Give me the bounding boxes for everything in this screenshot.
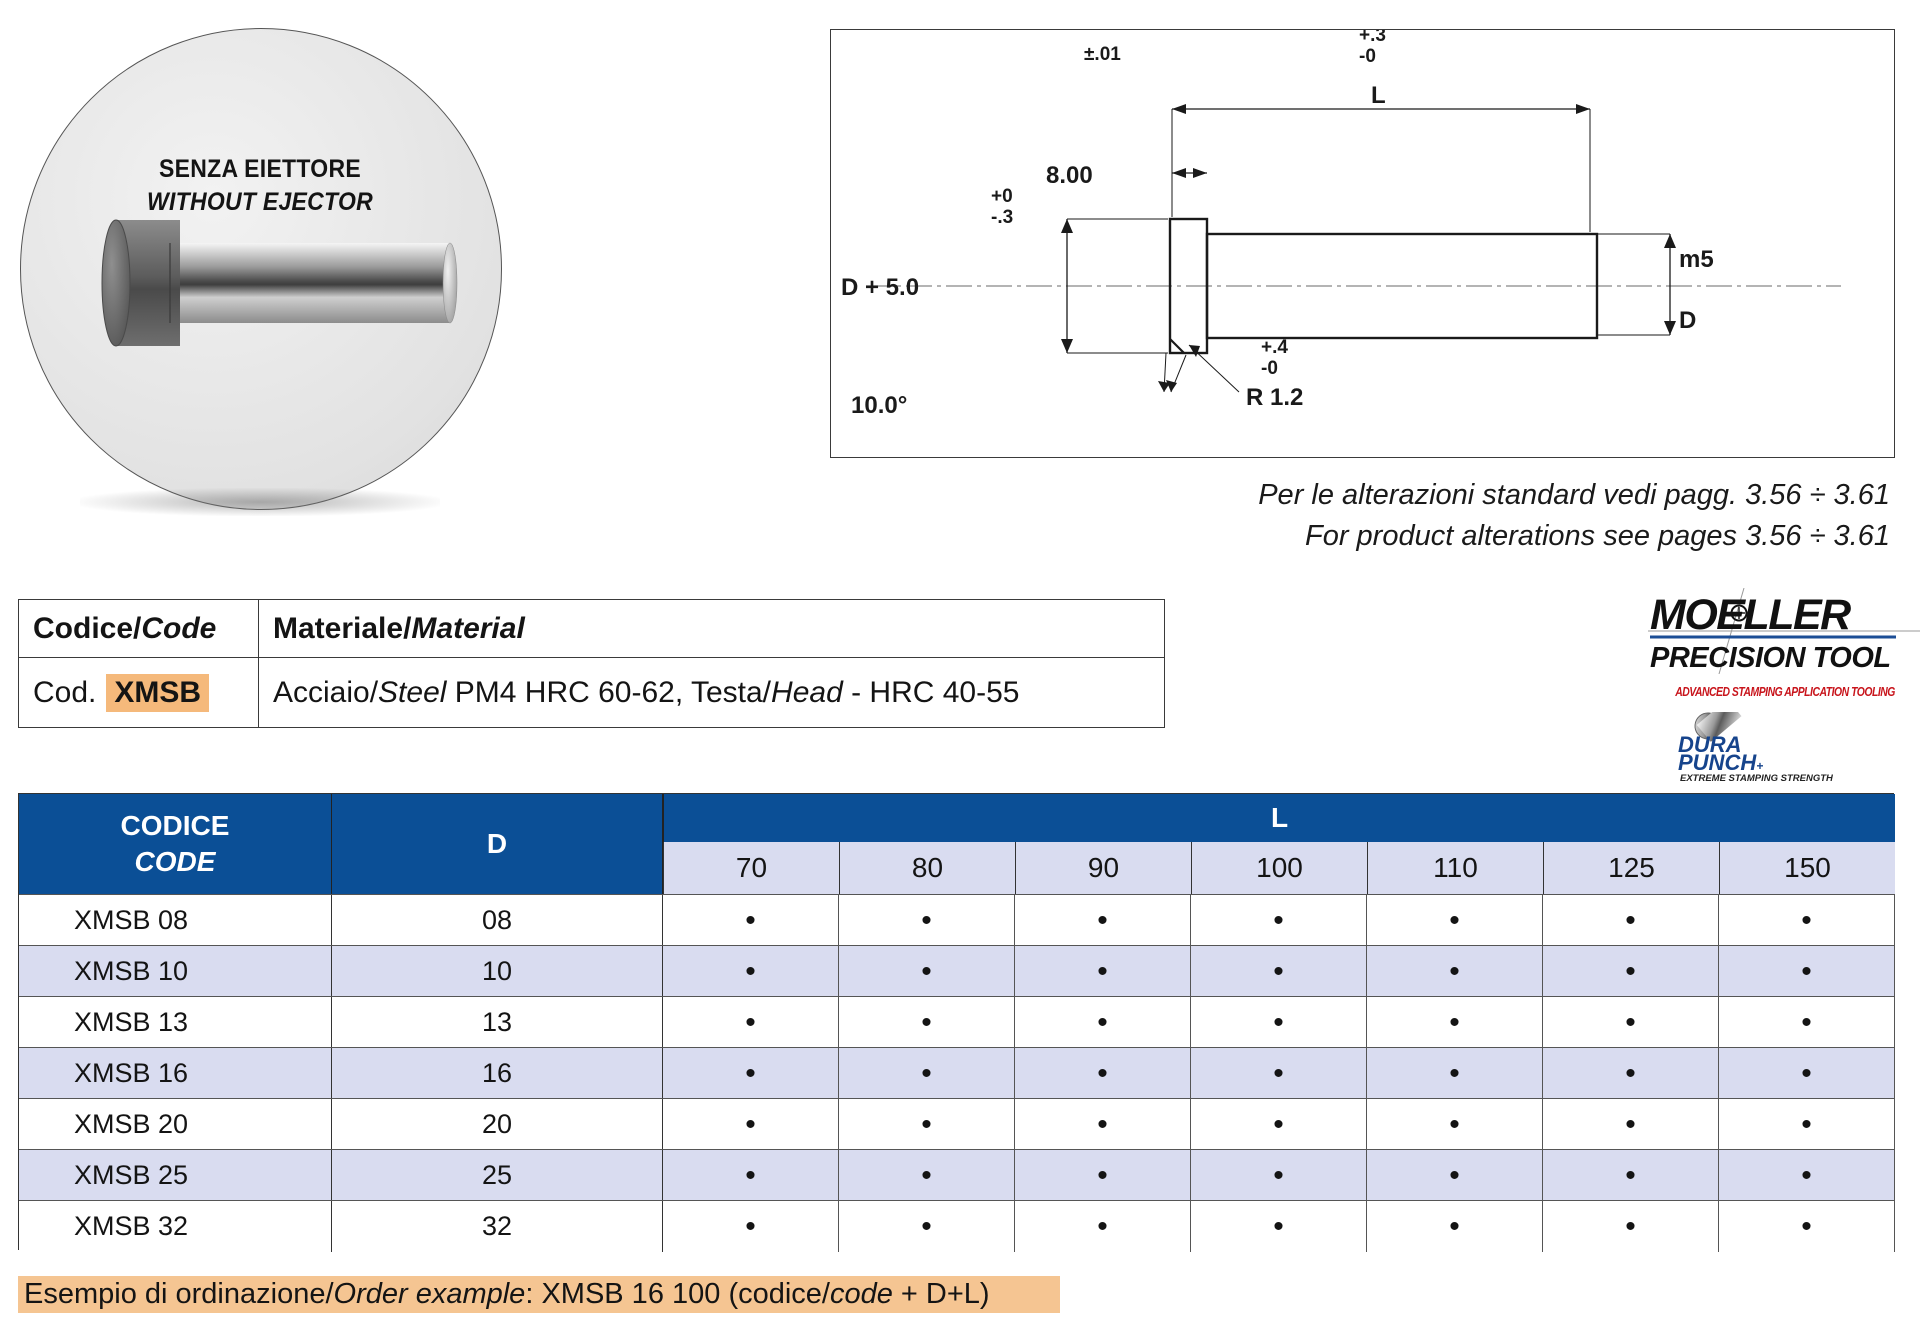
svg-text:-0: -0 bbox=[1359, 46, 1376, 67]
svg-text:D + 5.0: D + 5.0 bbox=[841, 274, 919, 301]
svg-text:±.01: ±.01 bbox=[1084, 44, 1121, 65]
svg-text:+.4: +.4 bbox=[1261, 337, 1288, 358]
svg-text:8.00: 8.00 bbox=[1046, 162, 1093, 189]
svg-text:MOELLER: MOELLER bbox=[1650, 591, 1851, 639]
svg-text:+.3: +.3 bbox=[1359, 30, 1386, 46]
svg-text:R 1.2: R 1.2 bbox=[1246, 384, 1303, 411]
svg-text:m5: m5 bbox=[1679, 246, 1714, 273]
svg-text:EXTREME STAMPING STRENGTH: EXTREME STAMPING STRENGTH bbox=[1680, 773, 1834, 782]
svg-text:-.3: -.3 bbox=[991, 207, 1013, 228]
svg-text:-0: -0 bbox=[1261, 358, 1278, 379]
svg-text:PUNCH+: PUNCH+ bbox=[1678, 750, 1763, 775]
svg-text:10.0°: 10.0° bbox=[851, 392, 907, 419]
svg-text:+0: +0 bbox=[991, 186, 1013, 207]
svg-text:L: L bbox=[1371, 82, 1386, 109]
svg-text:D: D bbox=[1679, 307, 1696, 334]
svg-text:PRECISION TOOL: PRECISION TOOL bbox=[1650, 642, 1891, 674]
